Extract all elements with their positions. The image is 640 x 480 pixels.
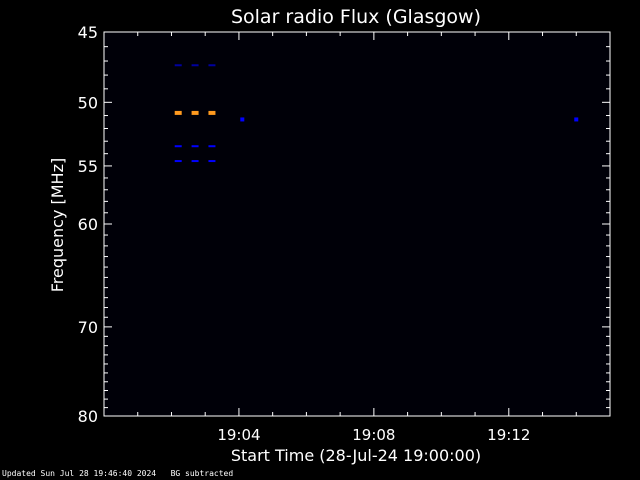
y-tick-label: 70 — [78, 318, 98, 337]
flux-pixel — [174, 110, 182, 115]
y-tick-label: 80 — [78, 407, 98, 426]
y-tick-label: 45 — [78, 23, 98, 42]
bg-subtracted-note: BG subtracted — [170, 469, 234, 478]
flux-pixel — [191, 110, 199, 115]
plot-area — [104, 32, 610, 416]
flux-pixel — [174, 145, 182, 148]
y-tick-label: 50 — [78, 93, 98, 112]
flux-pixel — [240, 117, 245, 122]
y-axis-label: Frequency [MHz] — [48, 158, 67, 292]
flux-pixel — [191, 160, 199, 163]
flux-pixel — [174, 64, 182, 67]
x-tick-label: 19:08 — [352, 426, 395, 444]
flux-pixel — [174, 160, 182, 163]
x-tick-label: 19:12 — [487, 426, 530, 444]
footer: Updated Sun Jul 28 19:46:40 2024 BG subt… — [2, 469, 233, 478]
chart-title: Solar radio Flux (Glasgow) — [231, 6, 481, 28]
flux-pixel — [191, 64, 199, 67]
flux-pixel — [574, 117, 579, 122]
x-tick-label: 19:04 — [217, 426, 260, 444]
flux-pixel — [208, 145, 216, 148]
flux-pixel — [208, 160, 216, 163]
y-tick-label: 55 — [78, 157, 98, 176]
flux-pixel — [191, 145, 199, 148]
flux-pixel — [208, 64, 216, 67]
updated-timestamp: Updated Sun Jul 28 19:46:40 2024 — [2, 469, 157, 478]
y-tick-label: 60 — [78, 215, 98, 234]
flux-pixel — [208, 110, 216, 115]
x-axis-label: Start Time (28-Jul-24 19:00:00) — [231, 446, 481, 465]
